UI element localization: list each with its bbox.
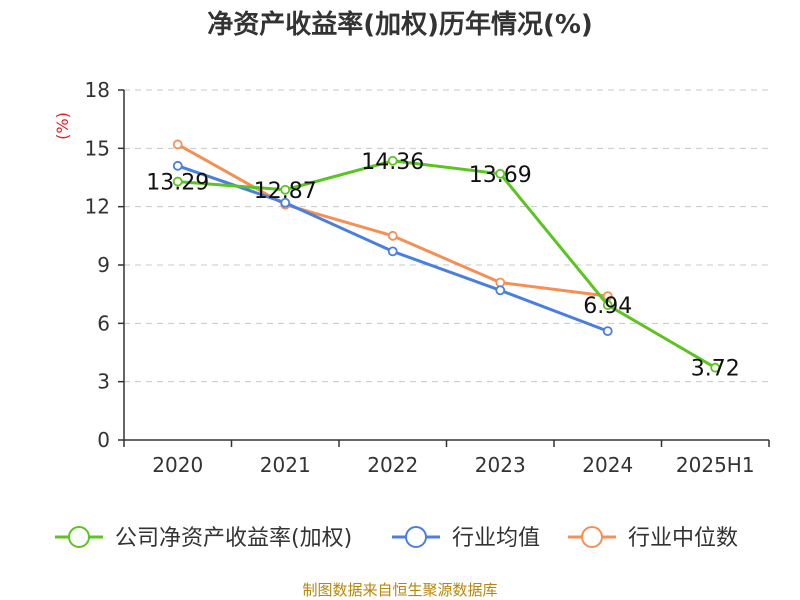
y-axis-unit: (%) [53,112,72,140]
x-tick-label: 2025H1 [676,453,755,477]
series-line-0 [177,159,717,369]
y-tick-label: 9 [97,253,110,277]
data-labels: 13.29 12.87 14.36 13.69 6.94 3.72 [146,150,739,382]
x-tick-label: 2021 [260,453,311,477]
legend-marker [581,526,603,548]
data-label: 6.94 [583,294,632,319]
data-point [602,300,613,310]
source-note: 制图数据来自恒生聚源数据库 [302,581,497,599]
grid [124,89,769,383]
data-point [387,155,398,166]
data-label: 14.36 [361,150,424,175]
x-tick-label: 2020 [152,453,203,477]
data-point [387,230,398,241]
legend-item: 行业中位数 [568,526,738,551]
legend-label: 公司净资产收益率(加权) [115,526,352,551]
y-tick-label: 18 [85,78,110,102]
data-point [602,291,613,302]
data-point [387,246,398,257]
y-tick-label: 15 [85,136,110,160]
legend-marker [405,526,427,548]
data-label: 13.69 [469,163,532,188]
data-point [495,277,506,288]
legend-label: 行业均值 [452,526,540,551]
y-tick-label: 12 [85,195,110,219]
data-point [602,326,613,337]
data-label: 12.87 [254,179,317,204]
legend-marker [68,526,90,548]
data-point [280,184,291,195]
data-point [172,139,183,150]
data-point [172,176,183,187]
y-tick-label: 3 [97,370,110,394]
data-point [495,285,506,296]
series-layer [172,139,721,373]
legend-item: 行业均值 [392,526,540,551]
y-tick-label: 6 [97,311,110,335]
chart-title: 净资产收益率(加权)历年情况(%) [207,9,593,40]
y-tick-label: 0 [97,428,110,452]
data-point [280,197,291,208]
legend-item: 公司净资产收益率(加权) [55,526,352,551]
legend: 公司净资产收益率(加权) 行业均值 行业中位数 [55,526,738,551]
data-label: 3.72 [691,357,740,382]
x-tick-label: 2023 [475,453,526,477]
x-tick-label: 2022 [367,453,418,477]
x-tick-label: 2024 [582,453,633,477]
axes: 0 3 6 9 12 15 18 2020 2021 2022 2023 2024 2025H1 [85,78,770,477]
legend-label: 行业中位数 [628,526,738,551]
data-point [495,168,506,179]
data-point [710,362,721,373]
data-point [172,160,183,171]
data-label: 13.29 [146,171,209,196]
